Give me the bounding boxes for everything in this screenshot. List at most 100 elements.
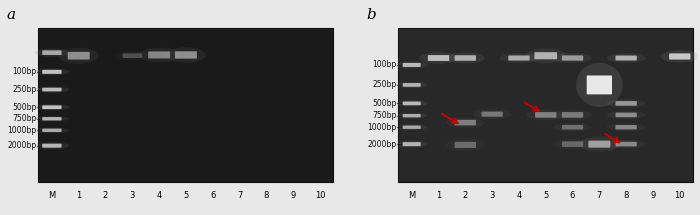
FancyBboxPatch shape [508, 55, 530, 61]
Ellipse shape [34, 86, 69, 93]
FancyBboxPatch shape [42, 105, 62, 109]
FancyBboxPatch shape [175, 51, 197, 59]
Ellipse shape [139, 48, 179, 62]
Ellipse shape [395, 100, 428, 106]
Text: M: M [408, 191, 415, 200]
FancyBboxPatch shape [587, 75, 612, 94]
FancyBboxPatch shape [615, 142, 637, 146]
Text: b: b [367, 8, 377, 22]
FancyBboxPatch shape [562, 141, 583, 147]
Ellipse shape [576, 63, 623, 107]
Ellipse shape [553, 53, 592, 63]
FancyBboxPatch shape [615, 113, 637, 117]
FancyBboxPatch shape [428, 55, 449, 61]
Ellipse shape [607, 53, 645, 63]
FancyBboxPatch shape [148, 51, 170, 58]
FancyBboxPatch shape [562, 125, 583, 129]
Ellipse shape [166, 47, 206, 63]
Text: 250bp: 250bp [12, 85, 36, 94]
FancyBboxPatch shape [402, 63, 421, 67]
FancyBboxPatch shape [615, 101, 637, 106]
Text: 100bp: 100bp [372, 60, 396, 69]
FancyBboxPatch shape [42, 50, 62, 55]
FancyBboxPatch shape [455, 120, 476, 125]
Ellipse shape [446, 117, 484, 128]
Ellipse shape [395, 61, 428, 68]
Text: 6: 6 [570, 191, 575, 200]
Ellipse shape [525, 48, 566, 63]
Ellipse shape [473, 109, 512, 119]
Ellipse shape [446, 53, 484, 63]
Text: 250bp: 250bp [372, 80, 396, 89]
FancyBboxPatch shape [42, 70, 62, 74]
Text: 5: 5 [183, 191, 188, 200]
Ellipse shape [553, 109, 592, 120]
FancyBboxPatch shape [42, 129, 62, 132]
FancyBboxPatch shape [122, 53, 142, 58]
Text: 1: 1 [76, 191, 81, 200]
FancyBboxPatch shape [402, 101, 421, 105]
FancyBboxPatch shape [402, 83, 421, 87]
Ellipse shape [553, 139, 592, 149]
FancyBboxPatch shape [669, 53, 690, 60]
Text: 9: 9 [650, 191, 656, 200]
Text: 3: 3 [130, 191, 135, 200]
Ellipse shape [395, 113, 428, 118]
FancyBboxPatch shape [562, 112, 583, 118]
Text: 7: 7 [596, 191, 602, 200]
Text: 1: 1 [436, 191, 441, 200]
FancyBboxPatch shape [534, 52, 557, 59]
Ellipse shape [115, 51, 150, 60]
Ellipse shape [395, 82, 428, 88]
Ellipse shape [607, 111, 645, 119]
FancyBboxPatch shape [402, 142, 421, 146]
Ellipse shape [526, 109, 565, 120]
Text: 500bp: 500bp [372, 99, 396, 108]
Ellipse shape [607, 99, 645, 108]
Text: 9: 9 [290, 191, 296, 200]
Text: 2000bp: 2000bp [368, 140, 396, 149]
FancyBboxPatch shape [42, 144, 62, 148]
FancyBboxPatch shape [589, 141, 610, 148]
Text: 1000bp: 1000bp [368, 123, 396, 132]
Text: M: M [48, 191, 55, 200]
Ellipse shape [607, 123, 645, 131]
Ellipse shape [34, 68, 69, 75]
FancyBboxPatch shape [42, 88, 62, 91]
Text: 4: 4 [157, 191, 162, 200]
Text: 100bp: 100bp [12, 67, 36, 76]
Ellipse shape [553, 123, 592, 131]
Text: 6: 6 [210, 191, 216, 200]
Text: 7: 7 [237, 191, 242, 200]
Text: 3: 3 [489, 191, 495, 200]
Text: 10: 10 [315, 191, 326, 200]
Ellipse shape [34, 127, 69, 133]
Ellipse shape [395, 124, 428, 130]
Text: 5: 5 [543, 191, 548, 200]
Ellipse shape [419, 52, 458, 64]
FancyBboxPatch shape [455, 55, 476, 61]
Ellipse shape [34, 116, 69, 121]
Ellipse shape [34, 48, 69, 57]
Text: 10: 10 [675, 191, 685, 200]
Text: 4: 4 [517, 191, 522, 200]
Ellipse shape [34, 104, 69, 110]
FancyBboxPatch shape [615, 125, 637, 129]
FancyBboxPatch shape [615, 55, 637, 60]
FancyBboxPatch shape [402, 126, 421, 129]
Text: 2: 2 [103, 191, 108, 200]
FancyBboxPatch shape [562, 55, 583, 61]
Text: 8: 8 [624, 191, 629, 200]
Text: a: a [7, 8, 16, 22]
Bar [38, 28, 333, 182]
Ellipse shape [446, 139, 484, 151]
Bar [398, 28, 693, 182]
FancyBboxPatch shape [402, 114, 421, 117]
Ellipse shape [59, 48, 99, 64]
Text: 750bp: 750bp [372, 111, 396, 120]
Ellipse shape [500, 53, 538, 63]
Text: 500bp: 500bp [12, 103, 36, 112]
FancyBboxPatch shape [68, 52, 90, 60]
FancyBboxPatch shape [535, 112, 556, 118]
FancyBboxPatch shape [455, 142, 476, 148]
